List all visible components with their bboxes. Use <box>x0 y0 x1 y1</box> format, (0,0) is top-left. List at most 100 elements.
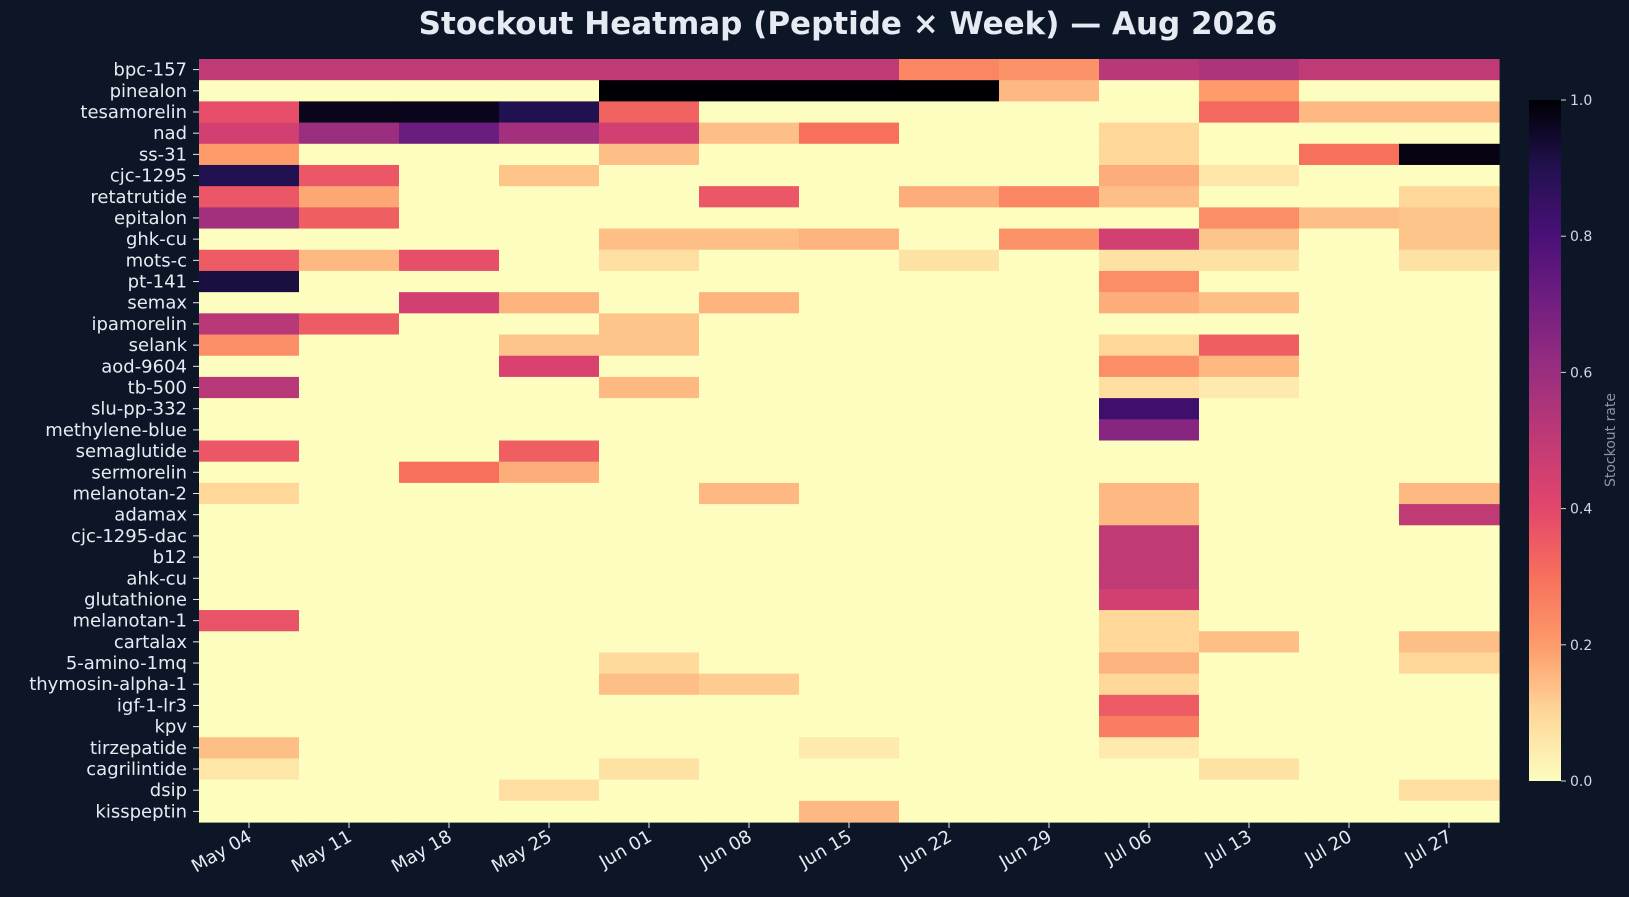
heatmap-cell <box>999 461 1100 484</box>
heatmap-cell <box>199 376 300 399</box>
heatmap-cell <box>499 59 600 81</box>
heatmap-cell <box>599 525 700 548</box>
heatmap-cell <box>299 610 400 632</box>
heatmap-cell <box>299 482 400 505</box>
heatmap-cell <box>399 737 500 760</box>
heatmap-cell <box>899 758 1000 781</box>
heatmap-cell <box>499 673 600 696</box>
heatmap-cell <box>899 355 1000 378</box>
heatmap-cell <box>199 419 300 442</box>
heatmap-cell <box>1399 292 1500 314</box>
heatmap-cell <box>1199 270 1300 293</box>
heatmap-cell <box>1199 800 1300 823</box>
heatmap-cell <box>1199 440 1300 463</box>
heatmap-cell <box>999 737 1100 760</box>
heatmap-cell <box>1099 482 1200 505</box>
heatmap-cell <box>299 376 400 399</box>
heatmap-cell <box>1299 546 1400 569</box>
heatmap-cell <box>599 101 700 124</box>
heatmap-cell <box>999 101 1100 124</box>
heatmap-cell <box>299 716 400 738</box>
x-tick-label: May 04 <box>188 826 256 877</box>
heatmap-cell <box>399 673 500 696</box>
x-tick-label: Jun 08 <box>695 826 756 873</box>
heatmap-cell <box>1099 164 1200 187</box>
heatmap-cell <box>1399 228 1500 251</box>
heatmap-cell <box>1399 270 1500 293</box>
heatmap-cell <box>199 482 300 505</box>
heatmap-cell <box>799 376 900 399</box>
y-tick-label: nad <box>153 123 187 144</box>
heatmap-cell <box>1399 567 1500 590</box>
heatmap-cell <box>499 270 600 293</box>
heatmap-cell <box>999 758 1100 781</box>
heatmap-cell <box>599 631 700 654</box>
heatmap-cell <box>399 207 500 230</box>
heatmap-cell <box>1199 143 1300 166</box>
heatmap-cell <box>1399 652 1500 675</box>
heatmap-cell <box>599 567 700 590</box>
heatmap-cell <box>599 652 700 675</box>
heatmap-cell <box>399 228 500 251</box>
heatmap-cell <box>1299 398 1400 420</box>
heatmap-cell <box>899 504 1000 526</box>
heatmap-grid <box>199 59 1500 823</box>
heatmap-cell <box>1199 525 1300 548</box>
heatmap-cell <box>1399 461 1500 484</box>
heatmap-cell <box>1199 334 1300 357</box>
heatmap-cell <box>999 546 1100 569</box>
y-tick-label: tesamorelin <box>80 102 187 123</box>
heatmap-cell <box>499 631 600 654</box>
y-tick-label: adamax <box>114 505 187 526</box>
heatmap-cell <box>799 313 900 336</box>
heatmap-cell <box>999 779 1100 802</box>
heatmap-cell <box>299 419 400 442</box>
heatmap-cell <box>399 546 500 569</box>
heatmap-cell <box>1299 355 1400 378</box>
heatmap-cell <box>799 59 900 81</box>
y-tick-label: cagrilintide <box>86 759 187 780</box>
heatmap-cell <box>999 588 1100 611</box>
heatmap-cell <box>799 355 900 378</box>
heatmap-cell <box>1199 716 1300 738</box>
heatmap-cell <box>1199 59 1300 81</box>
heatmap-cell <box>399 716 500 738</box>
heatmap-cell <box>199 779 300 802</box>
heatmap-cell <box>999 270 1100 293</box>
heatmap-cell <box>699 228 800 251</box>
heatmap-cell <box>399 800 500 823</box>
heatmap-cell <box>1399 588 1500 611</box>
heatmap-cell <box>999 207 1100 230</box>
heatmap-cell <box>799 631 900 654</box>
heatmap-cell <box>199 59 300 81</box>
heatmap-cell <box>899 631 1000 654</box>
heatmap-cell <box>899 80 1000 102</box>
heatmap-cell <box>1199 355 1300 378</box>
heatmap-cell <box>1099 800 1200 823</box>
heatmap-cell <box>699 525 800 548</box>
x-tick-label: May 25 <box>488 826 556 877</box>
heatmap-cell <box>299 546 400 569</box>
heatmap-cell <box>999 164 1100 187</box>
heatmap-cell <box>1099 270 1200 293</box>
heatmap-cell <box>999 228 1100 251</box>
heatmap-cell <box>1199 249 1300 272</box>
heatmap-cell <box>499 758 600 781</box>
heatmap-cell <box>699 631 800 654</box>
heatmap-cell <box>499 588 600 611</box>
heatmap-cell <box>199 567 300 590</box>
heatmap-cell <box>399 610 500 632</box>
heatmap-cell <box>1299 376 1400 399</box>
heatmap-cell <box>899 525 1000 548</box>
heatmap-cell <box>1199 694 1300 717</box>
heatmap-cell <box>1099 207 1200 230</box>
heatmap-cell <box>399 270 500 293</box>
heatmap-cell <box>799 398 900 420</box>
heatmap-cell <box>399 419 500 442</box>
heatmap-cell <box>599 376 700 399</box>
heatmap-cell <box>499 101 600 124</box>
heatmap-cell <box>299 249 400 272</box>
heatmap-cell <box>999 525 1100 548</box>
heatmap-cell <box>499 546 600 569</box>
heatmap-cell <box>699 376 800 399</box>
